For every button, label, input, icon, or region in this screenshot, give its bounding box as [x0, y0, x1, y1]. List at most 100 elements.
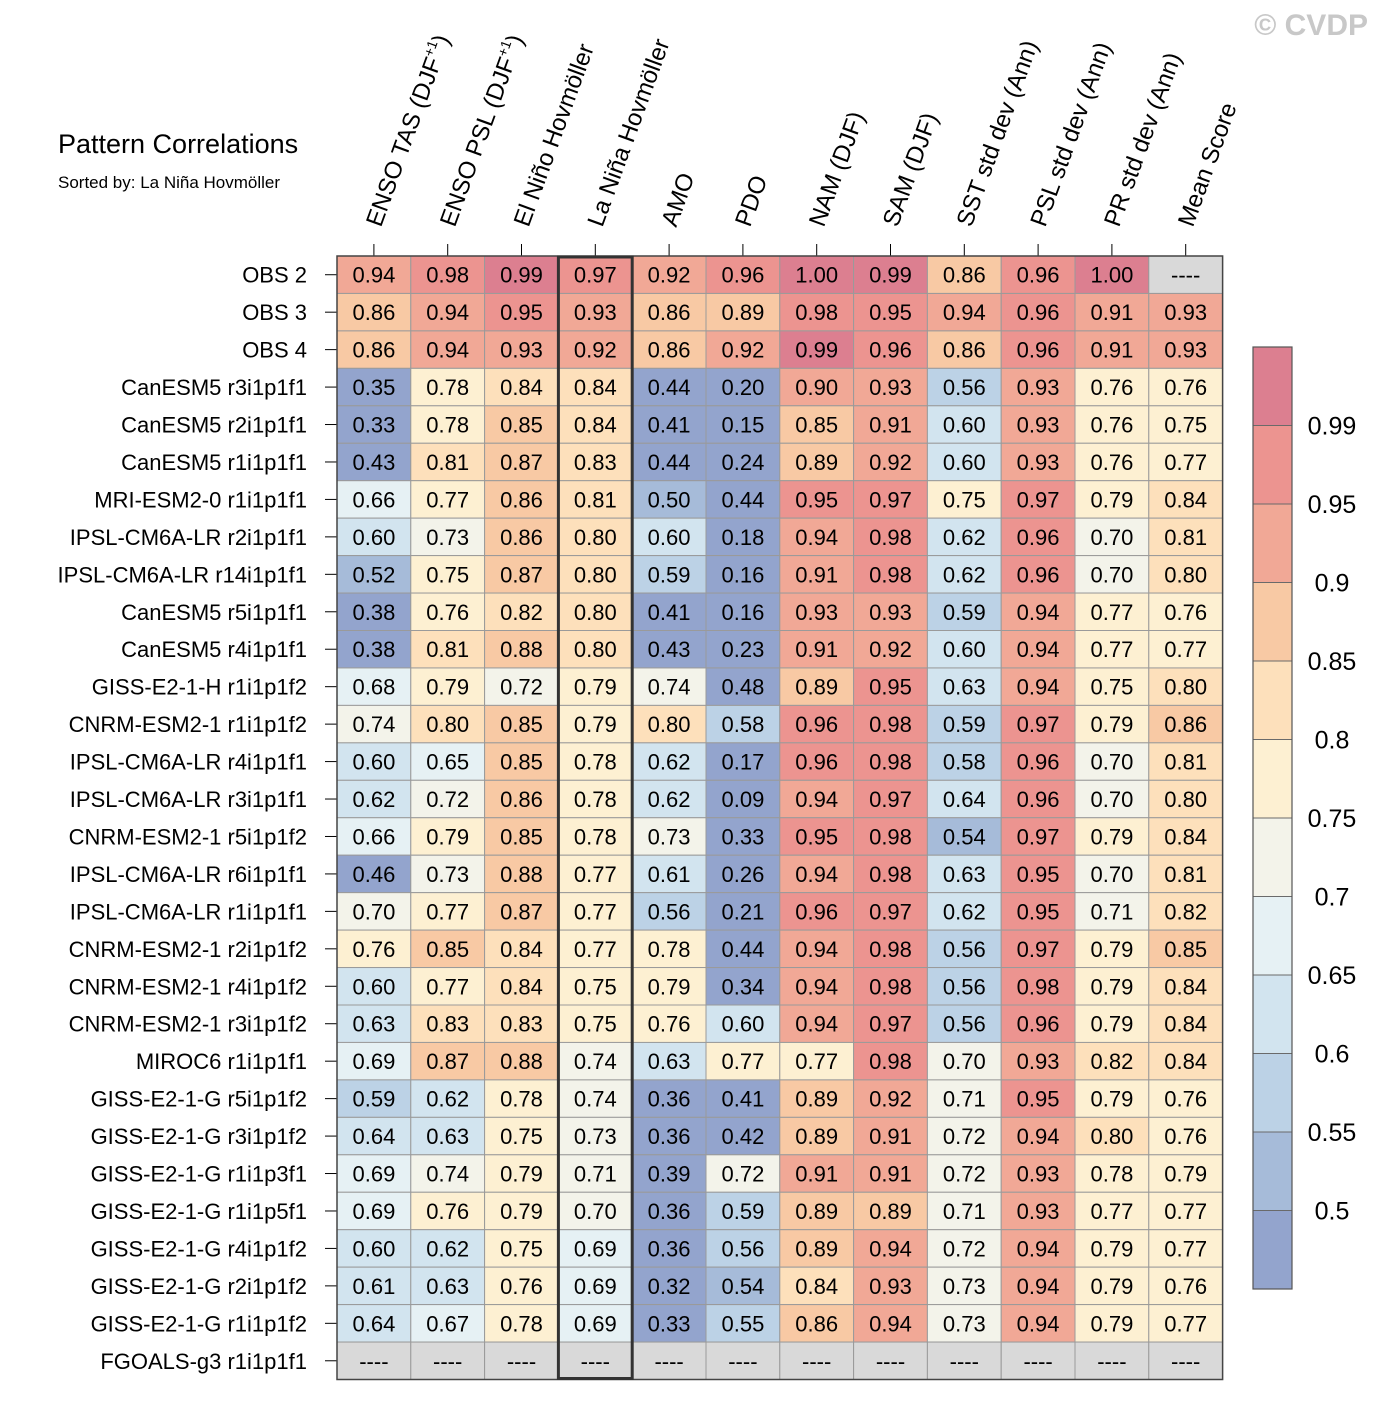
- cell-value: ----: [359, 1349, 388, 1374]
- cell-cnrm-esm2-1-r3i1p1f2-el-ni-o-hovm-ller: [484, 1004, 559, 1043]
- copyright-watermark: © CVDP: [1254, 9, 1368, 42]
- cell-value: 0.79: [1090, 824, 1133, 849]
- cell-value: 0.81: [1164, 862, 1207, 887]
- column-label-nam-djf: NAM (DJF): [804, 108, 870, 230]
- cell-giss-e2-1-h-r1i1p1f2-psl-std-dev-ann: [1000, 667, 1076, 706]
- cell-canesm5-r5i1p1f1-enso-psl-djf: [410, 592, 486, 631]
- cell-value: 0.97: [869, 487, 912, 512]
- cell-value: 0.36: [648, 1236, 691, 1261]
- colorbar-box: [1252, 1131, 1293, 1211]
- row-label-giss-e2-1-g-r1i1p3f1: GISS-E2-1-G r1i1p3f1: [91, 1162, 307, 1187]
- cell-giss-e2-1-g-r3i1p1f2-el-ni-o-hovm-ller: [484, 1116, 559, 1156]
- cell-canesm5-r2i1p1f1-pdo: [705, 405, 781, 444]
- cell-value: 0.84: [574, 375, 617, 400]
- cell-value: 0.93: [869, 375, 912, 400]
- cell-mri-esm2-0-r1i1p1f1-pdo: [705, 480, 781, 519]
- cell-value: 0.73: [943, 1311, 986, 1336]
- cell-cnrm-esm2-1-r5i1p1f2-la-ni-a-hovm-ller: [557, 817, 633, 856]
- cell-value: 0.91: [869, 1124, 912, 1149]
- cell-miroc6-r1i1p1f1-nam-djf: [779, 1041, 855, 1081]
- cell-value: 0.85: [1164, 937, 1207, 962]
- cell-value: 0.95: [1017, 862, 1060, 887]
- cell-ipsl-cm6a-lr-r14i1p1f1-sst-std-dev-ann: [926, 555, 1002, 594]
- cell-canesm5-r5i1p1f1-sam-djf: [853, 592, 928, 631]
- cell-value: 0.72: [500, 675, 543, 700]
- cell-value: 0.95: [869, 300, 912, 325]
- cell-value: 0.77: [426, 899, 469, 924]
- cell-value: 0.84: [795, 1274, 838, 1299]
- cell-cnrm-esm2-1-r4i1p1f2-amo: [631, 967, 707, 1006]
- cell-cnrm-esm2-1-r4i1p1f2-pr-std-dev-ann: [1074, 967, 1150, 1006]
- cell-miroc6-r1i1p1f1-pdo: [705, 1041, 781, 1081]
- cell-value: ----: [433, 1349, 462, 1374]
- cell-value: 0.39: [648, 1162, 691, 1187]
- cell-value: 0.68: [352, 675, 395, 700]
- chart-title: Pattern Correlations: [58, 129, 298, 159]
- cell-value: 0.76: [1090, 413, 1133, 438]
- cell-value: 0.96: [1017, 1012, 1060, 1037]
- cell-giss-e2-1-g-r4i1p1f2-pr-std-dev-ann: [1074, 1229, 1150, 1268]
- row-label-obs-4: OBS 4: [242, 338, 307, 363]
- cell-value: 0.78: [500, 1311, 543, 1336]
- column-label-amo: AMO: [656, 169, 700, 230]
- cell-value: 0.77: [426, 974, 469, 999]
- cell-value: ----: [876, 1349, 905, 1374]
- cell-value: 0.75: [574, 974, 617, 999]
- cell-value: 0.77: [1090, 637, 1133, 662]
- cell-value: 0.59: [943, 600, 986, 625]
- cell-value: 0.83: [500, 1012, 543, 1037]
- cell-ipsl-cm6a-lr-r2i1p1f1-pdo: [705, 517, 781, 557]
- cell-value: 0.77: [1164, 1236, 1207, 1261]
- cell-value: 0.56: [721, 1236, 764, 1261]
- cell-value: 0.95: [869, 675, 912, 700]
- cell-value: 0.71: [1090, 899, 1133, 924]
- cell-value: 0.93: [1017, 1162, 1060, 1187]
- cell-value: 0.44: [648, 375, 691, 400]
- cell-giss-e2-1-g-r4i1p1f2-sam-djf: [853, 1229, 928, 1268]
- cell-giss-e2-1-h-r1i1p1f2-pr-std-dev-ann: [1074, 667, 1150, 706]
- cell-value: 0.60: [352, 1236, 395, 1261]
- cell-value: 0.86: [795, 1311, 838, 1336]
- cell-ipsl-cm6a-lr-r3i1p1f1-pdo: [705, 779, 781, 819]
- cell-canesm5-r3i1p1f1-amo: [631, 367, 707, 407]
- cell-value: 0.93: [1017, 1199, 1060, 1224]
- cell-value: 0.91: [1090, 338, 1133, 363]
- column-label-el-ni-o-hovm-ller: El Niño Hovmöller: [509, 40, 600, 230]
- cell-obs-3-el-ni-o-hovm-ller: [484, 292, 559, 332]
- cell-value: 0.85: [795, 413, 838, 438]
- cell-value: 0.95: [795, 487, 838, 512]
- cell-giss-e2-1-g-r4i1p1f2-pdo: [705, 1229, 781, 1268]
- cell-value: 0.78: [648, 937, 691, 962]
- cell-giss-e2-1-g-r2i1p1f2-psl-std-dev-ann: [1000, 1266, 1076, 1306]
- cell-value: 0.96: [1017, 263, 1060, 288]
- cell-canesm5-r2i1p1f1-el-ni-o-hovm-ller: [484, 405, 559, 444]
- cell-value: 0.84: [1164, 1012, 1207, 1037]
- cell-value: 0.69: [352, 1162, 395, 1187]
- cell-value: 0.69: [352, 1199, 395, 1224]
- cell-ipsl-cm6a-lr-r3i1p1f1-nam-djf: [779, 779, 855, 819]
- cell-giss-e2-1-g-r1i1p5f1-sst-std-dev-ann: [926, 1191, 1002, 1231]
- cell-ipsl-cm6a-lr-r3i1p1f1-la-ni-a-hovm-ller: [557, 779, 633, 819]
- cell-canesm5-r3i1p1f1-sst-std-dev-ann: [926, 367, 1002, 407]
- cell-giss-e2-1-g-r3i1p1f2-enso-psl-djf: [410, 1116, 486, 1156]
- column-label-text: PDO: [730, 172, 773, 230]
- cell-value: 0.91: [795, 562, 838, 587]
- cell-ipsl-cm6a-lr-r1i1p1f1-la-ni-a-hovm-ller: [557, 892, 633, 931]
- colorbar-label: 0.8: [1315, 727, 1350, 755]
- column-label-group: PDO: [730, 172, 773, 230]
- cell-value: 0.96: [795, 899, 838, 924]
- cell-value: 0.99: [500, 263, 543, 288]
- cell-value: 0.94: [943, 300, 986, 325]
- cell-value: 0.62: [943, 562, 986, 587]
- cell-mri-esm2-0-r1i1p1f1-pr-std-dev-ann: [1074, 480, 1150, 519]
- cell-value: ----: [802, 1349, 831, 1374]
- cell-value: 0.79: [1090, 712, 1133, 737]
- cell-value: 0.79: [500, 1199, 543, 1224]
- cell-value: 0.58: [721, 712, 764, 737]
- cell-value: 0.70: [352, 899, 395, 924]
- cell-value: 0.56: [943, 974, 986, 999]
- cell-giss-e2-1-g-r1i1p1f2-enso-psl-djf: [410, 1304, 486, 1343]
- cell-cnrm-esm2-1-r4i1p1f2-sam-djf: [853, 967, 928, 1006]
- cell-value: 0.66: [352, 487, 395, 512]
